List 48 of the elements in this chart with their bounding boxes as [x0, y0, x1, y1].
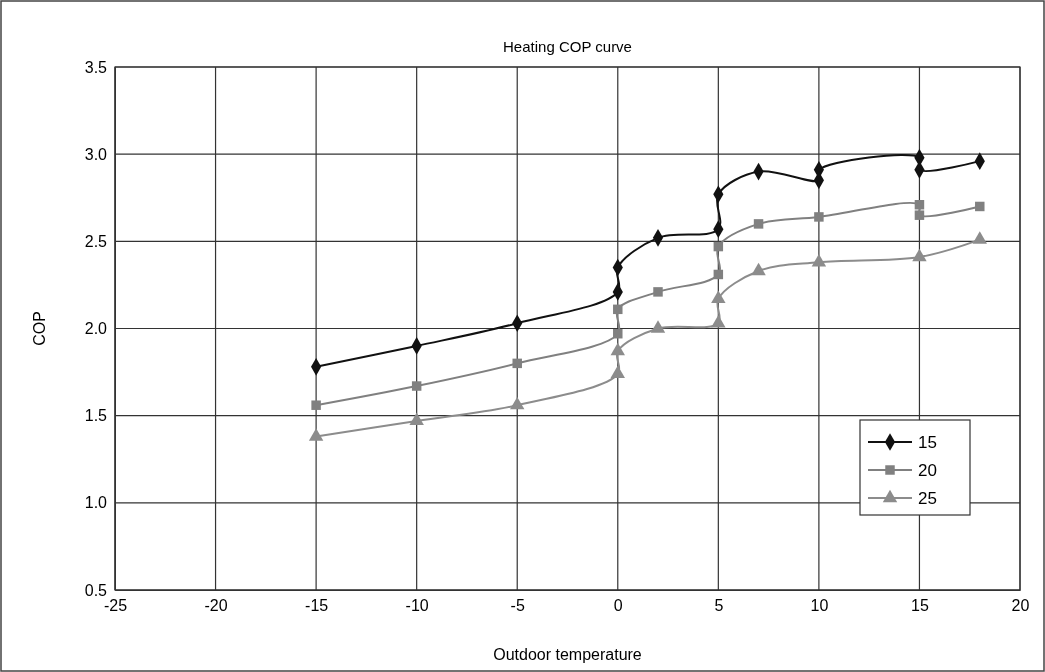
x-tick-label: 0	[613, 597, 623, 615]
point	[753, 219, 764, 229]
legend-label: 15	[918, 433, 937, 452]
legend-label: 25	[918, 489, 937, 508]
point	[975, 201, 985, 212]
x-tick-label: -25	[103, 597, 128, 615]
x-tick-label: 5	[714, 597, 724, 615]
y-tick-label: 1.0	[84, 494, 108, 512]
point	[713, 269, 724, 280]
x-tick-label: -10	[405, 597, 429, 615]
x-tick-label: -5	[510, 597, 525, 615]
point	[811, 253, 827, 267]
point	[610, 342, 625, 356]
point	[610, 365, 625, 378]
y-tick-label: 3.0	[84, 145, 108, 163]
point	[814, 212, 824, 222]
point	[914, 199, 925, 210]
point	[311, 400, 321, 410]
y-tick-label: 0.5	[84, 581, 108, 599]
point	[411, 381, 422, 391]
x-tick-label: 10	[810, 597, 829, 615]
point	[912, 248, 927, 262]
x-axis-title: Outdoor temperature	[493, 646, 642, 663]
point	[613, 304, 623, 315]
point	[512, 358, 522, 369]
y-tick-label: 3.5	[84, 58, 108, 76]
point	[409, 412, 424, 426]
point	[711, 314, 726, 328]
point	[613, 328, 623, 339]
point	[914, 210, 925, 220]
point	[308, 428, 324, 441]
y-tick-label: 1.5	[84, 407, 108, 425]
point	[972, 231, 987, 244]
point	[650, 320, 666, 333]
x-tick-label: -15	[305, 597, 329, 615]
point	[711, 290, 726, 304]
point	[751, 262, 766, 276]
chart-title: Heating COP curve	[503, 38, 632, 55]
y-tick-label: 2.5	[84, 232, 108, 250]
y-axis-title: COP	[31, 311, 48, 346]
legend-label: 20	[918, 461, 937, 480]
y-tick-label: 2.0	[84, 320, 108, 338]
point	[713, 241, 724, 252]
point	[653, 287, 663, 297]
x-tick-label: 20	[1011, 597, 1030, 615]
point	[510, 396, 525, 410]
x-tick-label: -20	[204, 597, 228, 615]
x-tick-label: 15	[911, 597, 929, 615]
